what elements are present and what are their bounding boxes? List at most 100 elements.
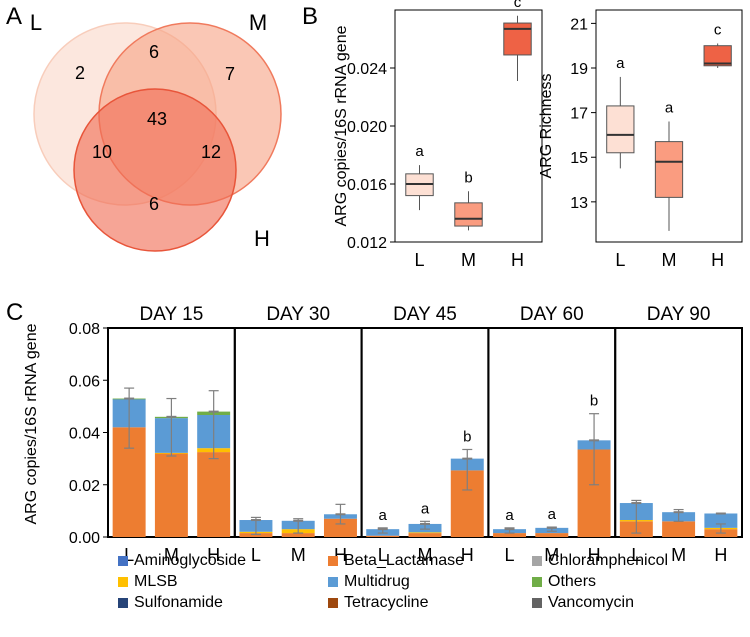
box2-y-tick-label: 19	[570, 61, 588, 78]
barc-significance-letter: b	[590, 393, 598, 410]
venn-set-label-h: H	[254, 226, 270, 251]
legend-swatch	[328, 556, 338, 566]
barc-significance-letter: a	[548, 506, 557, 523]
legend-label: Others	[548, 573, 597, 590]
box2-plot-frame	[595, 9, 743, 243]
box2-y-tick-label: 15	[570, 150, 588, 167]
venn-count-h-only: 6	[149, 194, 159, 214]
barc-x-tick-label: L	[631, 545, 641, 565]
legend-item-chloramphenicol: Chloramphenicol	[532, 552, 668, 570]
barc-segment-beta_lactamase	[366, 535, 400, 537]
box1-y-tick-label: 0.020	[347, 119, 387, 136]
box1-y-axis-label: ARG copies/16S rRNA gene	[333, 25, 350, 226]
venn-diagram: L M H 2 6 7 43 10 12 6	[30, 10, 282, 252]
box2-significance-letter: a	[665, 100, 674, 117]
barc-segment-beta_lactamase	[154, 453, 188, 537]
legend-swatch	[532, 598, 542, 608]
box2-y-tick-label: 21	[570, 16, 588, 33]
barc-segment-beta_lactamase	[493, 533, 527, 537]
legend-swatch	[328, 598, 338, 608]
barc-y-axis-label: ARG copies/16S rRNA gene	[23, 323, 40, 524]
venn-count-l-only: 2	[75, 63, 85, 83]
legend-swatch	[118, 577, 128, 587]
barc-x-tick-label: H	[207, 545, 220, 565]
panel-letter-c: C	[6, 299, 23, 326]
barc-x-tick-label: L	[124, 545, 134, 565]
panel-letter-a: A	[6, 3, 22, 30]
venn-count-lmh: 43	[147, 109, 167, 129]
venn-count-lm: 6	[149, 42, 159, 62]
venn-circle-h	[73, 88, 237, 252]
box2-box-m	[654, 141, 684, 198]
barc-segment-multidrug	[704, 513, 738, 528]
legend-swatch	[118, 556, 128, 566]
venn-count-m-only: 7	[225, 64, 235, 84]
box2-significance-letter: a	[616, 55, 625, 72]
legend: Aminoglycoside Beta_Lactamase Chlorampheni…	[118, 552, 748, 632]
box1-significance-letter: c	[514, 0, 522, 11]
barc-y-tick-label: 0.08	[69, 321, 100, 338]
barc-significance-letter: a	[379, 507, 388, 524]
legend-label: Chloramphenicol	[548, 552, 669, 569]
barc-day-title: DAY 45	[393, 304, 457, 325]
panel-letter-b: B	[302, 3, 318, 30]
barc-segment-beta_lactamase	[323, 518, 357, 537]
box2-significance-letter: c	[714, 21, 722, 38]
box1-y-tick-label: 0.016	[347, 177, 387, 194]
barc-y-tick-label: 0.02	[69, 478, 100, 495]
barc-x-tick-label: H	[588, 545, 601, 565]
barc-segment-beta_lactamase	[281, 533, 315, 537]
box1-significance-letter: a	[415, 143, 424, 160]
box1-x-tick-label: H	[511, 250, 524, 270]
barc-x-tick-label: M	[291, 545, 306, 565]
barc-segment-beta_lactamase	[535, 533, 569, 537]
boxplot-arg-richness: 13 15 17 19 21 a La Mc H ARG Richness	[538, 9, 743, 270]
barc-x-tick-label: M	[164, 545, 179, 565]
box1-box-h	[503, 22, 532, 56]
venn-count-lh: 10	[92, 142, 112, 162]
legend-swatch	[118, 598, 128, 608]
barc-segment-beta_lactamase	[662, 521, 696, 537]
legend-item-sulfonamide: Sulfonamide	[118, 594, 223, 612]
legend-swatch	[328, 577, 338, 587]
barc-day-title: DAY 30	[266, 304, 330, 325]
box2-box-h	[703, 45, 732, 67]
barc-segment-mlsb	[408, 532, 442, 534]
box1-y-tick-label: 0.012	[347, 235, 387, 252]
barc-day-frame	[233, 327, 363, 538]
box1-x-tick-label: M	[461, 250, 476, 270]
legend-item-multidrug: Multidrug	[328, 573, 410, 591]
stacked-bar-chart: 0.00 0.02 0.04 0.06 0.08 DAY 15 L M H DAY 30 L M H DA…	[23, 304, 744, 565]
barc-x-tick-label: L	[505, 545, 515, 565]
box2-box-l	[606, 105, 635, 154]
legend-label: Multidrug	[344, 573, 410, 590]
box2-y-tick-label: 17	[570, 106, 588, 123]
barc-segment-beta_lactamase	[239, 533, 273, 537]
barc-x-tick-label: M	[544, 545, 559, 565]
legend-label: Beta_Lactamase	[344, 552, 465, 569]
box2-y-tick-label: 13	[570, 195, 588, 212]
barc-x-tick-label: H	[714, 545, 727, 565]
barc-y-tick-label: 0.04	[69, 426, 100, 443]
box2-x-tick-label: M	[662, 250, 677, 270]
barc-significance-letter: b	[463, 428, 471, 445]
barc-day-title: DAY 90	[647, 304, 711, 325]
legend-label: Sulfonamide	[134, 594, 223, 611]
box2-y-axis-label: ARG Richness	[538, 74, 555, 179]
box1-box-m	[454, 202, 483, 227]
box1-significance-letter: b	[464, 169, 472, 186]
legend-label: Vancomycin	[548, 594, 634, 611]
boxplot-arg-copies: 0.012 0.016 0.020 0.024 a Lb Mc H ARG copies/16…	[333, 0, 543, 270]
venn-count-mh: 12	[201, 142, 221, 162]
box2-x-tick-label: L	[615, 250, 625, 270]
box2-x-tick-label: H	[711, 250, 724, 270]
barc-segment-beta_lactamase	[197, 452, 231, 537]
legend-item-aminoglycoside: Aminoglycoside	[118, 552, 246, 570]
barc-significance-letter: a	[421, 500, 430, 517]
venn-set-label-m: M	[249, 10, 267, 35]
barc-day-title: DAY 15	[140, 304, 204, 325]
legend-label: Tetracycline	[344, 594, 429, 611]
legend-item-mlsb: MLSB	[118, 573, 178, 591]
legend-label: Aminoglycoside	[134, 552, 247, 569]
